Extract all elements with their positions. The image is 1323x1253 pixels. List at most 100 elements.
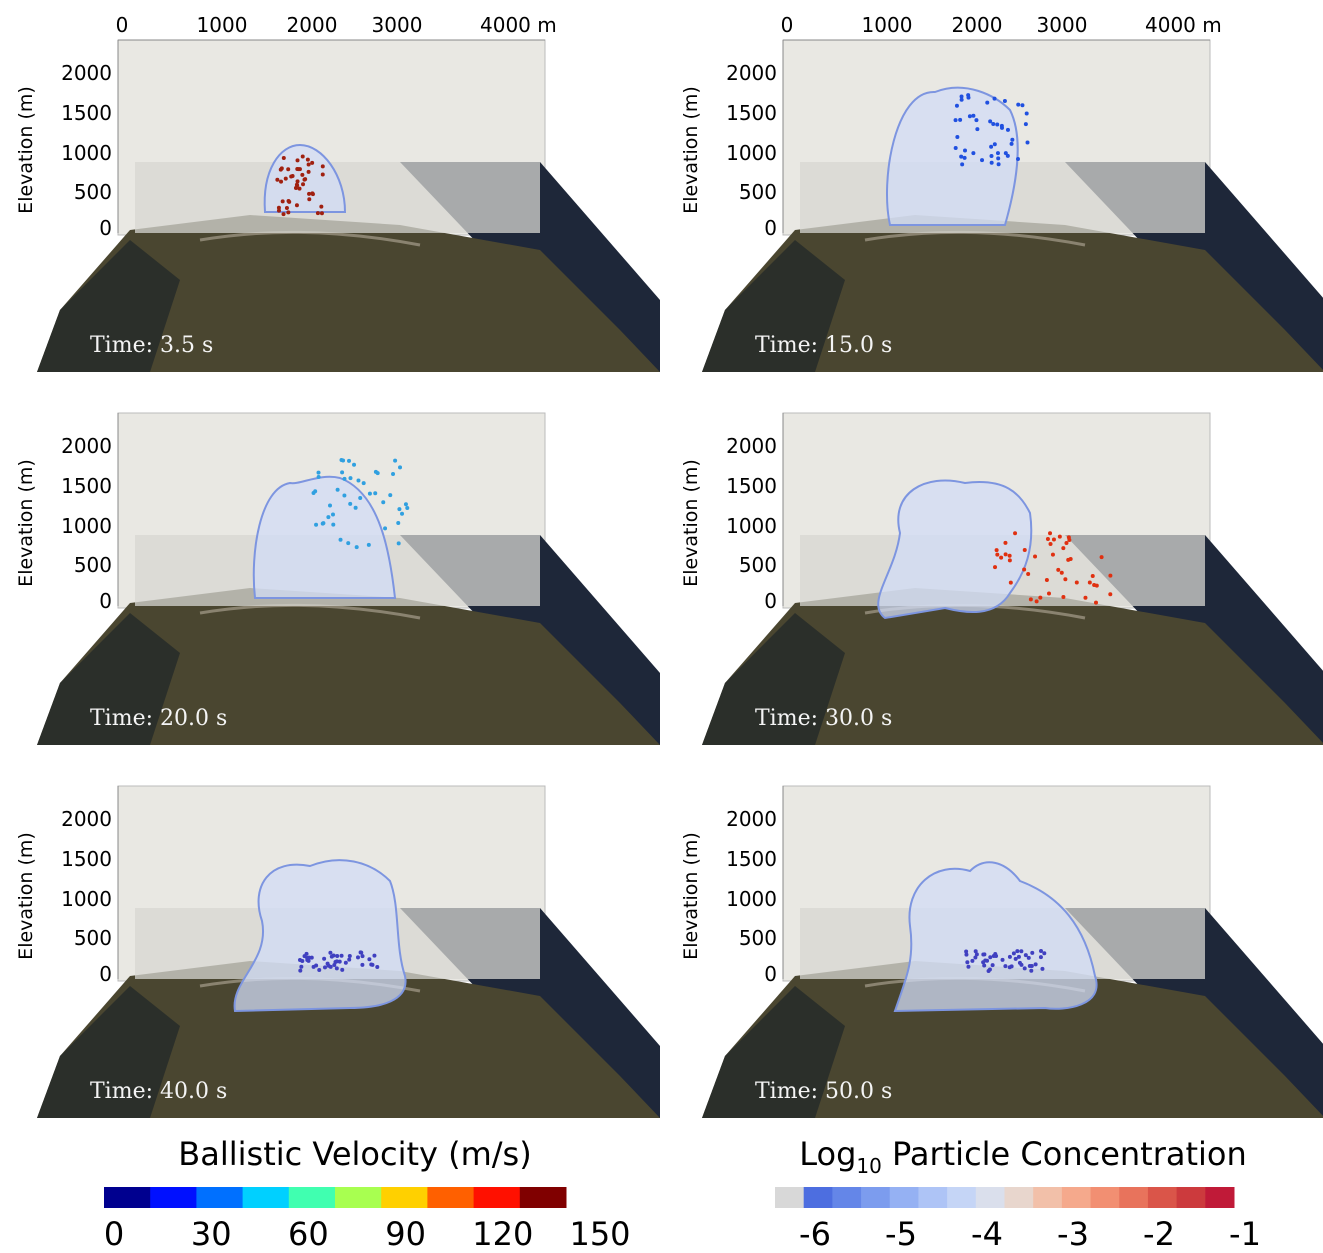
x-tick-label: 2000 bbox=[287, 13, 338, 37]
particle bbox=[965, 960, 969, 964]
y-tick-label: 500 bbox=[74, 926, 112, 950]
time-label: Time: 40.0 s bbox=[90, 1079, 227, 1104]
colorbar-segment bbox=[1091, 1187, 1120, 1208]
particle bbox=[966, 93, 970, 97]
particle bbox=[347, 459, 351, 463]
particle bbox=[303, 177, 307, 181]
y-tick-label: 2000 bbox=[61, 434, 112, 458]
particle bbox=[321, 521, 325, 525]
particle bbox=[307, 170, 311, 174]
particle bbox=[1067, 535, 1071, 539]
particle bbox=[359, 951, 363, 955]
colorbar-tick: -3 bbox=[1057, 1215, 1089, 1249]
particle bbox=[992, 954, 996, 958]
particle bbox=[320, 211, 324, 215]
particle bbox=[329, 965, 333, 969]
particle bbox=[1029, 969, 1033, 973]
particle bbox=[319, 205, 323, 209]
colorbar-segment bbox=[1005, 1187, 1034, 1208]
particle bbox=[297, 167, 301, 171]
y-tick-label: 1500 bbox=[726, 847, 777, 871]
particle bbox=[398, 465, 402, 469]
y-axis-label: Elevation (m) bbox=[15, 86, 37, 214]
particle bbox=[356, 479, 360, 483]
particle bbox=[282, 156, 286, 160]
y-tick-label: 500 bbox=[74, 180, 112, 204]
particle bbox=[960, 162, 964, 166]
particle bbox=[990, 161, 994, 165]
y-tick-label: 500 bbox=[739, 180, 777, 204]
particle bbox=[335, 954, 339, 958]
particle bbox=[1024, 122, 1028, 126]
particle bbox=[352, 463, 356, 467]
x-tick-label: 4000 m bbox=[480, 13, 557, 37]
colorbar-tick: -5 bbox=[885, 1215, 917, 1249]
particle bbox=[1030, 964, 1034, 968]
x-tick-label: 0 bbox=[781, 13, 794, 37]
particle bbox=[280, 166, 284, 170]
particle bbox=[1003, 99, 1007, 103]
particle bbox=[1047, 591, 1051, 595]
particle bbox=[328, 503, 332, 507]
time-label: Time: 3.5 s bbox=[90, 333, 213, 358]
y-tick-label: 0 bbox=[764, 216, 777, 240]
y-tick-label: 0 bbox=[764, 589, 777, 613]
colorbar-segment bbox=[918, 1187, 947, 1208]
particle bbox=[1052, 538, 1056, 542]
particle bbox=[1095, 584, 1099, 588]
particle bbox=[336, 488, 340, 492]
particle bbox=[362, 481, 366, 485]
particle bbox=[375, 965, 379, 969]
particle bbox=[314, 523, 318, 527]
particle bbox=[1022, 568, 1026, 572]
particle bbox=[301, 182, 305, 186]
particle bbox=[322, 957, 326, 961]
panel: 0500100015002000Elevation (m)Time: 40.0 … bbox=[15, 786, 660, 1118]
particle bbox=[310, 161, 314, 165]
particle bbox=[980, 158, 984, 162]
particle bbox=[281, 199, 285, 203]
particle bbox=[323, 965, 327, 969]
colorbar-segment bbox=[947, 1187, 976, 1208]
particle bbox=[1004, 552, 1008, 556]
particle bbox=[985, 101, 989, 105]
particle bbox=[1039, 955, 1043, 959]
particle bbox=[358, 496, 362, 500]
particle bbox=[299, 965, 303, 969]
particle bbox=[284, 177, 288, 181]
particle bbox=[955, 104, 959, 108]
y-tick-label: 1500 bbox=[61, 847, 112, 871]
particle bbox=[964, 949, 968, 953]
particle bbox=[1016, 103, 1020, 107]
particle bbox=[404, 502, 408, 506]
particle bbox=[1029, 597, 1033, 601]
particle bbox=[1008, 955, 1012, 959]
particle bbox=[1025, 112, 1029, 116]
particle bbox=[383, 526, 387, 530]
particle bbox=[995, 553, 999, 557]
particle bbox=[307, 162, 311, 166]
colorbar-segment bbox=[1177, 1187, 1206, 1208]
particle bbox=[988, 119, 992, 123]
particle bbox=[301, 154, 305, 158]
panel: 0500100015002000Elevation (m)01000200030… bbox=[680, 13, 1323, 372]
y-tick-label: 1000 bbox=[726, 514, 777, 538]
particle bbox=[285, 206, 289, 210]
particle bbox=[993, 97, 997, 101]
x-tick-label: 1000 bbox=[197, 13, 248, 37]
panel: 0500100015002000Elevation (m)01000200030… bbox=[15, 13, 660, 372]
panel: 0500100015002000Elevation (m)Time: 30.0 … bbox=[680, 413, 1323, 745]
particle bbox=[1013, 531, 1017, 535]
particle bbox=[341, 458, 345, 462]
particle bbox=[993, 142, 997, 146]
colorbar-segment bbox=[427, 1187, 474, 1208]
particle bbox=[317, 968, 321, 972]
particle bbox=[381, 500, 385, 504]
particle bbox=[317, 475, 321, 479]
particle bbox=[1030, 951, 1034, 955]
particle bbox=[312, 491, 316, 495]
particle bbox=[286, 210, 290, 214]
particle bbox=[396, 521, 400, 525]
particle bbox=[1003, 541, 1007, 545]
